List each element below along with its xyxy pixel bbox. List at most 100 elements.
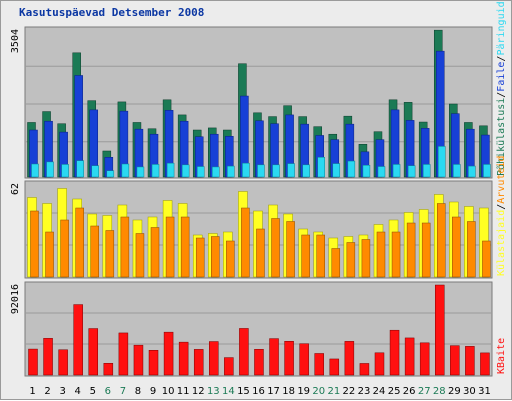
x-tick-day-22: 22: [343, 386, 356, 397]
x-tick-day-3: 3: [59, 386, 65, 397]
x-tick-day-31: 31: [478, 386, 491, 397]
bar-kbaite-day-27: [419, 342, 430, 376]
bar-paringuid-day-14: [227, 165, 235, 178]
bar-kbaite-day-10: [163, 331, 174, 376]
panel-3-legend: KBaite: [496, 338, 507, 374]
bar-kbaite-day-8: [133, 344, 144, 376]
bar-arvuteid-day-31: [482, 240, 491, 278]
bar-kbaite-day-12: [193, 349, 204, 376]
bar-kbaite-day-21: [329, 358, 340, 376]
bar-arvuteid-day-23: [361, 239, 371, 278]
x-tick-day-18: 18: [282, 386, 295, 397]
bar-kbaite-day-14: [224, 357, 234, 376]
legend-item-1-2: Faile: [496, 62, 507, 92]
x-tick-day-28: 28: [433, 386, 446, 397]
panel-2-max-label: 62: [10, 183, 21, 195]
x-tick-day-11: 11: [177, 386, 190, 397]
panel-2-legend: Külastajaid/Arvuteid: [496, 156, 507, 276]
panel-1-max-label: 3504: [10, 29, 21, 53]
bar-paringuid-day-12: [196, 166, 205, 178]
bar-paringuid-day-22: [347, 160, 356, 178]
bar-paringuid-day-9: [151, 164, 160, 178]
bar-kbaite-day-29: [450, 345, 460, 376]
bar-kbaite-day-11: [178, 341, 189, 376]
bar-kbaite-day-13: [209, 341, 219, 376]
bar-kbaite-day-31: [480, 352, 490, 376]
bar-kbaite-day-2: [43, 338, 53, 376]
bar-arvuteid-day-4: [75, 207, 84, 278]
x-tick-day-26: 26: [403, 386, 416, 397]
x-tick-day-24: 24: [373, 386, 386, 397]
bar-kbaite-day-28: [434, 284, 445, 376]
bar-paringuid-day-3: [61, 164, 69, 178]
x-tick-day-8: 8: [135, 386, 141, 397]
bar-paringuid-day-15: [242, 162, 250, 178]
bar-arvuteid-day-5: [90, 225, 100, 278]
bar-arvuteid-day-2: [45, 231, 54, 278]
bar-arvuteid-day-17: [271, 218, 280, 278]
x-tick-day-9: 9: [150, 386, 156, 397]
x-tick-day-1: 1: [29, 386, 35, 397]
bar-arvuteid-day-9: [150, 227, 160, 278]
legend-item-3-1: KBaite: [496, 338, 507, 374]
legend-separator: /: [496, 204, 507, 210]
bar-kbaite-day-26: [404, 337, 415, 376]
x-tick-day-16: 16: [252, 386, 265, 397]
bar-kbaite-day-1: [28, 348, 38, 376]
bar-arvuteid-day-21: [331, 248, 341, 278]
bar-paringuid-day-5: [91, 165, 100, 178]
legend-item-2-1: Külastajaid: [496, 210, 507, 276]
x-tick-day-5: 5: [90, 386, 96, 397]
x-tick-day-30: 30: [463, 386, 476, 397]
bar-kbaite-day-23: [359, 363, 370, 376]
x-tick-day-27: 27: [418, 386, 431, 397]
bar-arvuteid-day-15: [241, 207, 250, 278]
x-tick-day-17: 17: [267, 386, 280, 397]
bar-paringuid-day-28: [437, 146, 446, 178]
bar-paringuid-day-13: [212, 166, 220, 178]
bar-paringuid-day-4: [76, 160, 84, 178]
bar-paringuid-day-29: [453, 164, 461, 178]
bar-kbaite-day-6: [103, 363, 114, 376]
bar-arvuteid-day-3: [60, 219, 69, 278]
bar-paringuid-day-16: [257, 164, 265, 178]
bar-paringuid-day-25: [392, 164, 401, 178]
legend-item-1-3: Päringuid: [496, 1, 507, 55]
x-tick-day-21: 21: [327, 386, 340, 397]
bar-arvuteid-day-14: [226, 240, 235, 278]
panel-1-legend: Põhikülastusi/Faile/Päringuid: [496, 1, 507, 176]
bar-arvuteid-day-22: [346, 242, 356, 278]
bar-paringuid-day-26: [407, 165, 416, 178]
bar-arvuteid-day-20: [316, 234, 325, 278]
bar-paringuid-day-24: [377, 166, 386, 178]
bar-paringuid-day-19: [302, 164, 310, 178]
bar-paringuid-day-31: [483, 164, 491, 178]
bar-kbaite-day-4: [73, 304, 83, 376]
x-tick-day-12: 12: [192, 386, 205, 397]
legend-item-1-1: Põhikülastusi: [496, 98, 507, 176]
bar-arvuteid-day-13: [211, 236, 220, 278]
x-tick-day-4: 4: [75, 386, 81, 397]
bar-paringuid-day-21: [332, 163, 341, 178]
bar-kbaite-day-25: [389, 329, 400, 376]
legend-item-2-2: Arvuteid: [496, 156, 507, 204]
bar-kbaite-day-5: [88, 328, 99, 376]
x-tick-day-23: 23: [358, 386, 371, 397]
bar-arvuteid-day-16: [256, 228, 265, 278]
x-tick-day-2: 2: [44, 386, 50, 397]
bar-arvuteid-day-24: [376, 231, 386, 278]
legend-separator: /: [496, 56, 507, 62]
bar-paringuid-day-27: [422, 164, 431, 178]
x-tick-day-6: 6: [105, 386, 111, 397]
bar-arvuteid-day-19: [301, 234, 310, 278]
x-tick-day-15: 15: [237, 386, 250, 397]
x-tick-day-29: 29: [448, 386, 461, 397]
bar-paringuid-day-8: [136, 166, 145, 178]
bar-paringuid-day-10: [166, 162, 175, 178]
bar-arvuteid-day-6: [105, 230, 115, 278]
bar-paringuid-day-23: [362, 165, 371, 178]
bar-kbaite-day-30: [465, 346, 475, 376]
bar-arvuteid-day-30: [467, 221, 476, 278]
bar-kbaite-day-19: [299, 343, 309, 376]
